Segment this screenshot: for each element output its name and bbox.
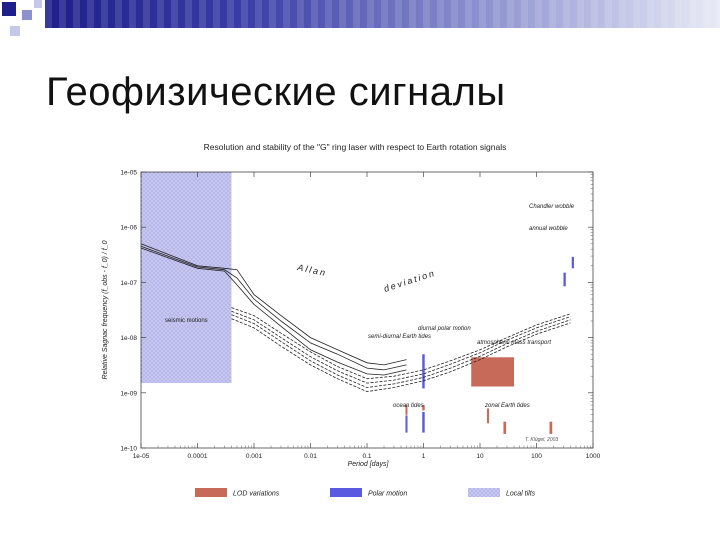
- y-tick-label-0: 1e-05: [120, 170, 137, 177]
- x-tick-label-7: 100: [531, 453, 542, 460]
- annotation-atmospheric: atmospheric mass transport: [477, 340, 551, 346]
- region-lod-7: [405, 405, 408, 415]
- annotation-diurnal: diurnal polar motion: [418, 326, 471, 332]
- region-lod-10: [503, 421, 507, 434]
- allan-deviation-line-2: [140, 247, 407, 376]
- slide-title: Геофизические сигналы: [46, 70, 506, 114]
- region-lod-11: [549, 421, 553, 434]
- y-tick-label-2: 1e-07: [120, 280, 137, 287]
- y-axis-label: Relative Sagnac frequency (f_obs - f_0) …: [102, 240, 109, 379]
- annotation-zonal: zonal Earth tides: [484, 403, 530, 409]
- allan-deviation-line-0: [140, 243, 407, 366]
- ring-laser-chart: Resolution and stability of the "G" ring…: [102, 142, 601, 498]
- x-tick-label-4: 0.1: [362, 453, 371, 460]
- x-tick-label-3: 0.01: [304, 453, 317, 460]
- annotation-ocean: ocean tides: [393, 403, 424, 409]
- legend-label-0: LOD variations: [233, 491, 280, 498]
- legend-label-2: Local tilts: [506, 491, 536, 498]
- x-tick-label-2: 0.001: [246, 453, 263, 460]
- region-polar-6: [571, 256, 574, 269]
- annotation-deviation: deviation: [383, 268, 437, 294]
- annotation-annual: annual wobble: [529, 226, 568, 232]
- allan-deviation-line-5: [231, 314, 571, 388]
- annotation-seismic: seismic motions: [165, 318, 208, 324]
- y-tick-label-3: 1e-08: [120, 335, 137, 342]
- x-axis-label: Period [days]: [348, 461, 390, 468]
- region-lod-9: [486, 408, 490, 424]
- allan-deviation-line-6: [231, 318, 571, 393]
- allan-deviation-line-1: [140, 245, 407, 371]
- x-tick-label-8: 1000: [586, 453, 601, 460]
- region-lod-8: [422, 405, 425, 411]
- header-decoration-bar: [45, 0, 720, 28]
- allan-deviation-line-3: [231, 307, 571, 380]
- x-tick-label-1: 0.0001: [188, 453, 208, 460]
- annotation-credit: T. Klügel, 2003: [525, 437, 558, 443]
- legend-swatch-2: [468, 488, 500, 497]
- annotation-allan: Allan: [296, 262, 328, 278]
- y-tick-label-5: 1e-10: [120, 446, 137, 453]
- legend-label-1: Polar motion: [368, 491, 407, 498]
- y-tick-label-4: 1e-09: [120, 390, 137, 397]
- x-tick-label-6: 10: [476, 453, 484, 460]
- legend-swatch-0: [195, 488, 227, 497]
- region-polar-5: [563, 272, 566, 287]
- chart-title: Resolution and stability of the "G" ring…: [204, 142, 507, 152]
- x-tick-label-0: 1e-05: [133, 453, 150, 460]
- region-polar-2: [422, 354, 425, 389]
- region-polar-3: [422, 411, 425, 433]
- header-decoration-squares: [2, 0, 42, 36]
- annotation-chandler: Chandler wobble: [529, 204, 575, 210]
- allan-deviation-line-4: [231, 310, 571, 384]
- annotation-semidiurnal: semi-diurnal Earth tides: [368, 334, 431, 340]
- x-tick-label-5: 1: [422, 453, 426, 460]
- region-local-tilts-0: [141, 172, 232, 384]
- region-polar-4: [405, 415, 408, 433]
- region-atmospheric-1: [471, 357, 515, 387]
- y-tick-label-1: 1e-06: [120, 225, 137, 232]
- legend-swatch-1: [330, 488, 362, 497]
